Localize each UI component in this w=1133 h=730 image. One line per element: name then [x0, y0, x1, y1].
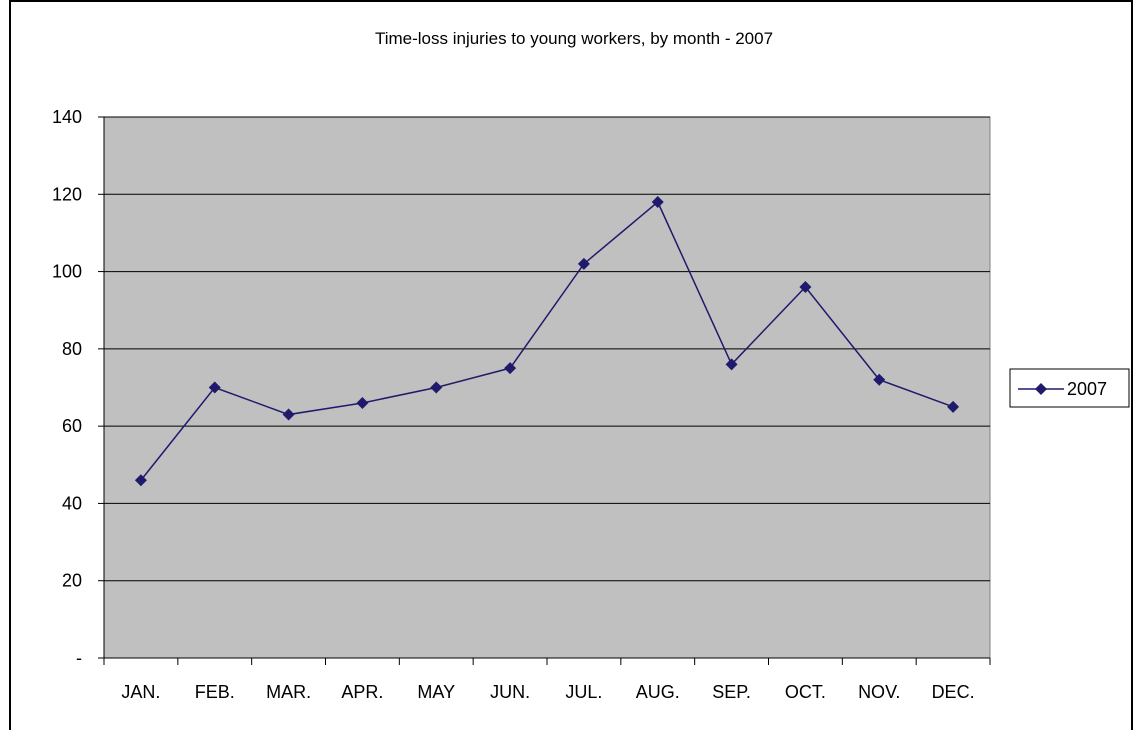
- x-tick-label-jan: JAN.: [121, 682, 160, 702]
- y-tick-label-20: 20: [62, 571, 82, 591]
- y-tick-label-140: 140: [52, 107, 82, 127]
- chart-title: Time-loss injuries to young workers, by …: [375, 29, 773, 48]
- x-tick-label-dec: DEC.: [932, 682, 975, 702]
- y-tick-label-0: -: [76, 648, 82, 668]
- plot-area: [103, 116, 991, 659]
- y-tick-label-100: 100: [52, 262, 82, 282]
- y-tick-label-60: 60: [62, 416, 82, 436]
- data-point-dec: [947, 400, 960, 413]
- x-tick-label-mar: MAR.: [266, 682, 311, 702]
- legend-box: [1009, 368, 1130, 408]
- y-tick-label-120: 120: [52, 184, 82, 204]
- x-tick-label-oct: OCT.: [785, 682, 826, 702]
- x-tick-label-jul: JUL.: [565, 682, 602, 702]
- data-point-nov: [873, 373, 886, 386]
- x-tick-label-jun: JUN.: [490, 682, 530, 702]
- y-tick-label-40: 40: [62, 493, 82, 513]
- data-point-may: [430, 381, 443, 394]
- data-point-feb: [208, 381, 221, 394]
- data-point-oct: [799, 281, 812, 294]
- data-point-jun: [504, 362, 517, 375]
- data-point-mar: [282, 408, 295, 421]
- x-tick-label-aug: AUG.: [636, 682, 680, 702]
- data-point-apr: [356, 396, 369, 409]
- data-point-jan: [134, 474, 147, 487]
- x-tick-label-sep: SEP.: [712, 682, 751, 702]
- x-tick-label-nov: NOV.: [858, 682, 900, 702]
- legend-marker-2007: [1035, 383, 1047, 395]
- data-point-aug: [651, 196, 664, 209]
- legend: 2007: [1009, 368, 1130, 408]
- data-point-jul: [577, 257, 590, 270]
- series-line-2007: [140, 200, 954, 481]
- x-tick-label-feb: FEB.: [195, 682, 235, 702]
- y-tick-label-80: 80: [62, 339, 82, 359]
- data-point-sep: [725, 358, 738, 371]
- x-tick-label-may: MAY: [417, 682, 455, 702]
- x-tick-label-apr: APR.: [341, 682, 383, 702]
- legend-label-2007: 2007: [1067, 379, 1107, 399]
